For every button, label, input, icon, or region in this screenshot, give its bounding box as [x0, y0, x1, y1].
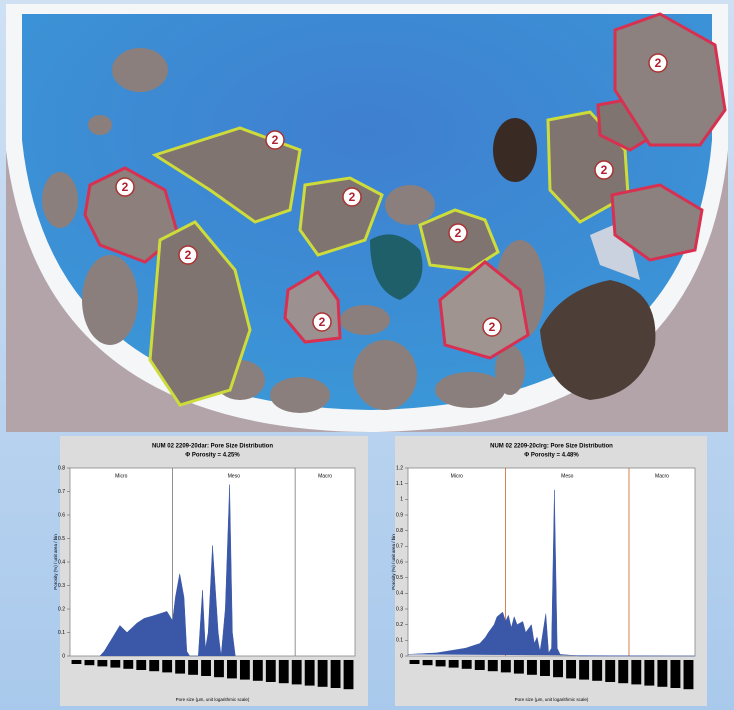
grain-label: 2 — [489, 320, 496, 334]
y-tick-label: 0.4 — [396, 591, 403, 597]
pore-size-icon — [605, 660, 615, 682]
chart-subtitle: Φ Porosity = 4.25% — [185, 453, 240, 459]
region-label: Micro — [451, 473, 463, 479]
pore-size-icon — [279, 660, 289, 683]
pore-size-icon — [631, 660, 641, 684]
region-label: Meso — [228, 473, 240, 479]
y-tick-label: 0.3 — [396, 606, 403, 612]
pore-size-icon — [344, 660, 354, 689]
pore-size-icon — [292, 660, 302, 684]
grain-label: 2 — [601, 163, 608, 177]
chart-title: NUM 02 2209-20dar: Pore Size Distributio… — [152, 444, 273, 450]
x-axis-label: Pore size (μm, unit logarithmic scale) — [176, 697, 250, 702]
pore-size-icon — [85, 660, 95, 665]
pore-size-icon — [579, 660, 589, 680]
pore-size-icon — [175, 660, 185, 674]
pore-size-icon — [462, 660, 472, 669]
y-tick-label: 0.8 — [396, 528, 403, 534]
y-tick-label: 0.1 — [58, 630, 65, 636]
pore-size-icon — [657, 660, 667, 687]
pore-size-icon — [684, 660, 694, 689]
pore-size-icon — [97, 660, 107, 666]
pore-size-icon — [240, 660, 250, 680]
y-tick-label: 0.5 — [58, 536, 65, 542]
pore-size-icon — [123, 660, 133, 669]
grain-label: 2 — [455, 226, 462, 240]
pore-size-icon — [201, 660, 211, 676]
grain-label: 2 — [349, 190, 356, 204]
y-tick-label: 0.9 — [396, 512, 403, 518]
pore-size-icon — [644, 660, 654, 686]
pore-size-icon — [618, 660, 628, 683]
grain-label: 2 — [272, 133, 279, 147]
pore-size-icon — [318, 660, 328, 687]
pore-size-icon — [188, 660, 198, 675]
y-tick-label: 0.5 — [396, 575, 403, 581]
pore-size-icon — [227, 660, 237, 678]
pore-size-icon — [214, 660, 224, 677]
pore-size-icon — [110, 660, 120, 668]
y-tick-label: 1 — [400, 497, 403, 503]
pore-size-icon — [488, 660, 498, 671]
grain-label: 2 — [185, 248, 192, 262]
pore-size-icon — [423, 660, 433, 665]
y-tick-label: 0.7 — [58, 489, 65, 495]
region-label: Micro — [115, 473, 127, 479]
pore-size-icon — [266, 660, 276, 682]
pore-size-icon — [670, 660, 680, 688]
thin-section-photo: 2 2 2 2 2 2 2 2 2 — [6, 4, 728, 432]
y-tick-label: 0.4 — [58, 559, 65, 565]
y-tick-label: 1.1 — [396, 481, 403, 487]
region-label: Macro — [318, 473, 332, 479]
pore-size-icon — [136, 660, 146, 670]
y-tick-label: 0 — [400, 653, 403, 659]
x-axis-label: Pore size (μm, unit logarithmic scale) — [515, 697, 589, 702]
pore-size-icon — [305, 660, 315, 686]
y-tick-label: 0.1 — [396, 638, 403, 644]
pore-size-icon — [592, 660, 602, 681]
pore-size-icon — [436, 660, 446, 666]
chart-subtitle: Φ Porosity = 4.48% — [524, 453, 579, 459]
grain-label: 2 — [122, 180, 129, 194]
y-tick-label: 0.7 — [396, 544, 403, 550]
y-tick-label: 0.8 — [58, 465, 65, 471]
pore-size-icon — [72, 660, 82, 664]
y-tick-label: 0.6 — [58, 512, 65, 518]
pore-size-icon — [162, 660, 172, 672]
y-tick-label: 0.2 — [58, 606, 65, 612]
region-label: Meso — [561, 473, 573, 479]
chart-title: NUM 02 2209-20clrg: Pore Size Distributi… — [490, 444, 613, 450]
pore-size-icon — [253, 660, 263, 681]
grain-label: 2 — [655, 56, 662, 70]
pore-size-icon — [527, 660, 537, 675]
pore-size-icon — [514, 660, 524, 674]
pore-size-icon — [475, 660, 485, 670]
pore-size-icon — [501, 660, 511, 672]
y-tick-label: 0.3 — [58, 583, 65, 589]
figure: 2 2 2 2 2 2 2 2 2 NUM 02 2209-20dar: Por… — [0, 0, 734, 710]
y-tick-label: 0 — [62, 653, 65, 659]
pore-size-icon — [331, 660, 341, 688]
y-tick-label: 0.2 — [396, 622, 403, 628]
pore-size-icon — [410, 660, 420, 664]
pore-size-icon — [449, 660, 459, 668]
plot-area — [408, 468, 695, 656]
y-tick-label: 0.6 — [396, 559, 403, 565]
pore-size-icon — [566, 660, 576, 678]
region-label: Macro — [655, 473, 669, 479]
pore-size-icon — [540, 660, 550, 676]
pore-size-icon — [553, 660, 563, 677]
pore-size-icon — [149, 660, 159, 671]
y-tick-label: 1.2 — [396, 465, 403, 471]
grain-label: 2 — [319, 315, 326, 329]
